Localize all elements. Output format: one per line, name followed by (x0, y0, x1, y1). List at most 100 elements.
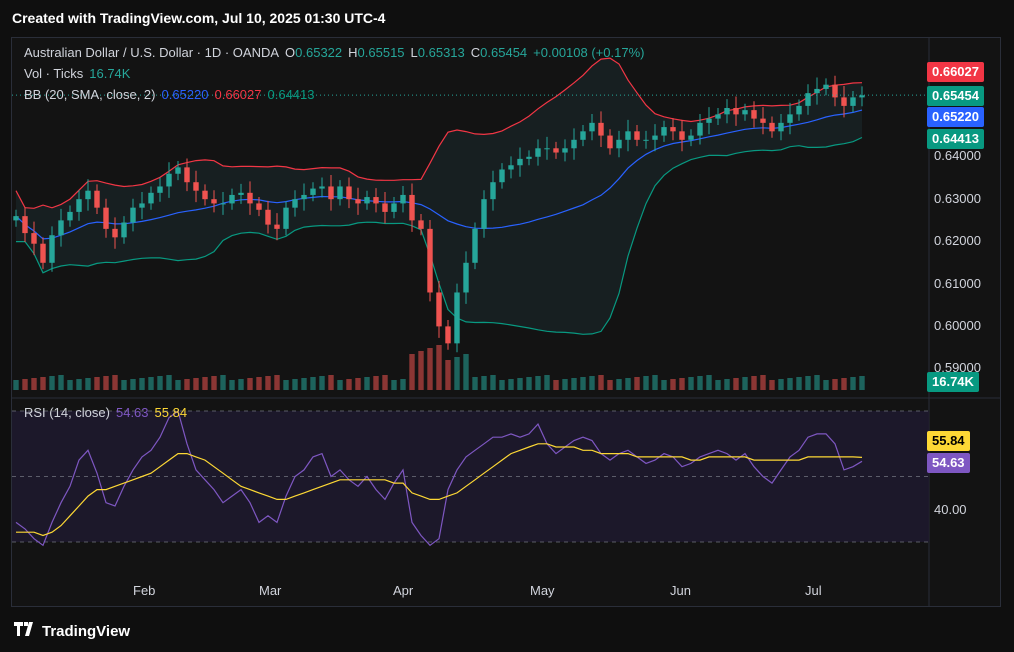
volume-bar (787, 378, 793, 390)
price-tick: 0.61000 (934, 276, 981, 291)
created-with-header: Created with TradingView.com, Jul 10, 20… (12, 10, 386, 26)
volume-bar (814, 375, 820, 390)
volume-bar (706, 375, 712, 390)
rsi-badge: 54.63 (927, 453, 970, 473)
candle-body (337, 186, 343, 200)
candle-body (625, 131, 631, 140)
candle-body (373, 197, 379, 204)
candle-body (40, 243, 46, 263)
candle-body (661, 127, 667, 136)
volume-bar (292, 379, 298, 390)
candle-body (382, 203, 388, 212)
volume-bar (616, 379, 622, 390)
bb-label[interactable]: BB (20, SMA, close, 2) (24, 87, 156, 102)
bb-basis-value: 0.65220 (161, 87, 209, 102)
volume-bar (778, 379, 784, 390)
candle-body (274, 224, 280, 229)
high-label: H (348, 45, 358, 60)
candle-body (283, 207, 289, 229)
candle-body (751, 110, 757, 119)
candle-body (139, 203, 145, 208)
volume-bar (517, 378, 523, 390)
ohlc-legend: Australian Dollar / U.S. Dollar · 1D · O… (24, 45, 650, 60)
volume-bar (688, 377, 694, 390)
candle-body (535, 148, 541, 157)
bb-upper-badge: 0.66027 (927, 62, 984, 82)
bb-lower-value: 0.64413 (267, 87, 315, 102)
candle-body (562, 148, 568, 153)
volume-bar (652, 375, 658, 390)
volume-bar (400, 379, 406, 390)
volume-label[interactable]: Vol · Ticks (24, 66, 84, 81)
time-label-jun: Jun (670, 583, 691, 598)
open-value: 0.65322 (295, 45, 343, 60)
candle-body (301, 194, 307, 200)
volume-bar (193, 378, 199, 390)
candle-body (166, 173, 172, 187)
candle-body (256, 203, 262, 210)
time-label-apr: Apr (393, 583, 414, 598)
volume-bar (571, 378, 577, 390)
volume-legend: Vol · Ticks 16.74K (24, 66, 136, 81)
volume-bar (535, 376, 541, 390)
volume-bar (715, 380, 721, 390)
candle-body (445, 326, 451, 344)
rsi-label[interactable]: RSI (14, close) (24, 405, 110, 420)
candle-body (553, 148, 559, 153)
price-tick: 0.64000 (934, 148, 981, 163)
candle-body (787, 114, 793, 123)
volume-bar (382, 375, 388, 390)
candle-body (544, 148, 550, 150)
volume-bar (409, 354, 415, 390)
candle-body (85, 190, 91, 200)
symbol-title[interactable]: Australian Dollar / U.S. Dollar · 1D · O… (24, 45, 280, 60)
candle-body (121, 222, 127, 238)
volume-bar (391, 380, 397, 390)
rsi-line (15, 410, 863, 547)
volume-bar (850, 377, 856, 390)
candle-body (841, 97, 847, 106)
candle-body (589, 122, 595, 132)
volume-bar (256, 377, 262, 390)
candle-body (67, 211, 73, 221)
price-tick: 0.59000 (934, 360, 981, 375)
candle-body (652, 135, 658, 140)
candle-body (310, 188, 316, 195)
volume-bar (202, 377, 208, 390)
volume-bar (184, 379, 190, 390)
candle-body (688, 135, 694, 140)
candle-body (643, 139, 649, 141)
rsi-ma-value: 55.84 (154, 405, 188, 420)
volume-bar (526, 377, 532, 390)
volume-bar (751, 376, 757, 390)
time-label-mar: Mar (259, 583, 282, 598)
tradingview-footer[interactable]: TradingView (14, 622, 130, 640)
volume-bar (769, 380, 775, 390)
volume-bar (220, 375, 226, 390)
tradingview-brand: TradingView (42, 622, 131, 640)
rsi-value: 54.63 (115, 405, 149, 420)
bb-basis-line (15, 109, 863, 240)
volume-bar (562, 379, 568, 390)
volume-bar (67, 380, 73, 390)
candle-body (778, 122, 784, 132)
candle-body (769, 122, 775, 132)
volume-bar (463, 354, 469, 390)
candle-body (238, 192, 244, 195)
volume-bar (139, 378, 145, 390)
candle-body (148, 192, 154, 204)
volume-value: 16.74K (89, 66, 131, 81)
volume-bar (211, 376, 217, 390)
candle-body (472, 228, 478, 263)
candle-body (94, 190, 100, 208)
candle-body (229, 194, 235, 204)
close-value: 0.65454 (480, 45, 528, 60)
candle-body (391, 203, 397, 212)
volume-bar (499, 380, 505, 390)
volume-bar (841, 378, 847, 390)
volume-bar (229, 380, 235, 390)
candle-body (355, 199, 361, 204)
volume-bar (490, 375, 496, 390)
candle-body (715, 114, 721, 119)
